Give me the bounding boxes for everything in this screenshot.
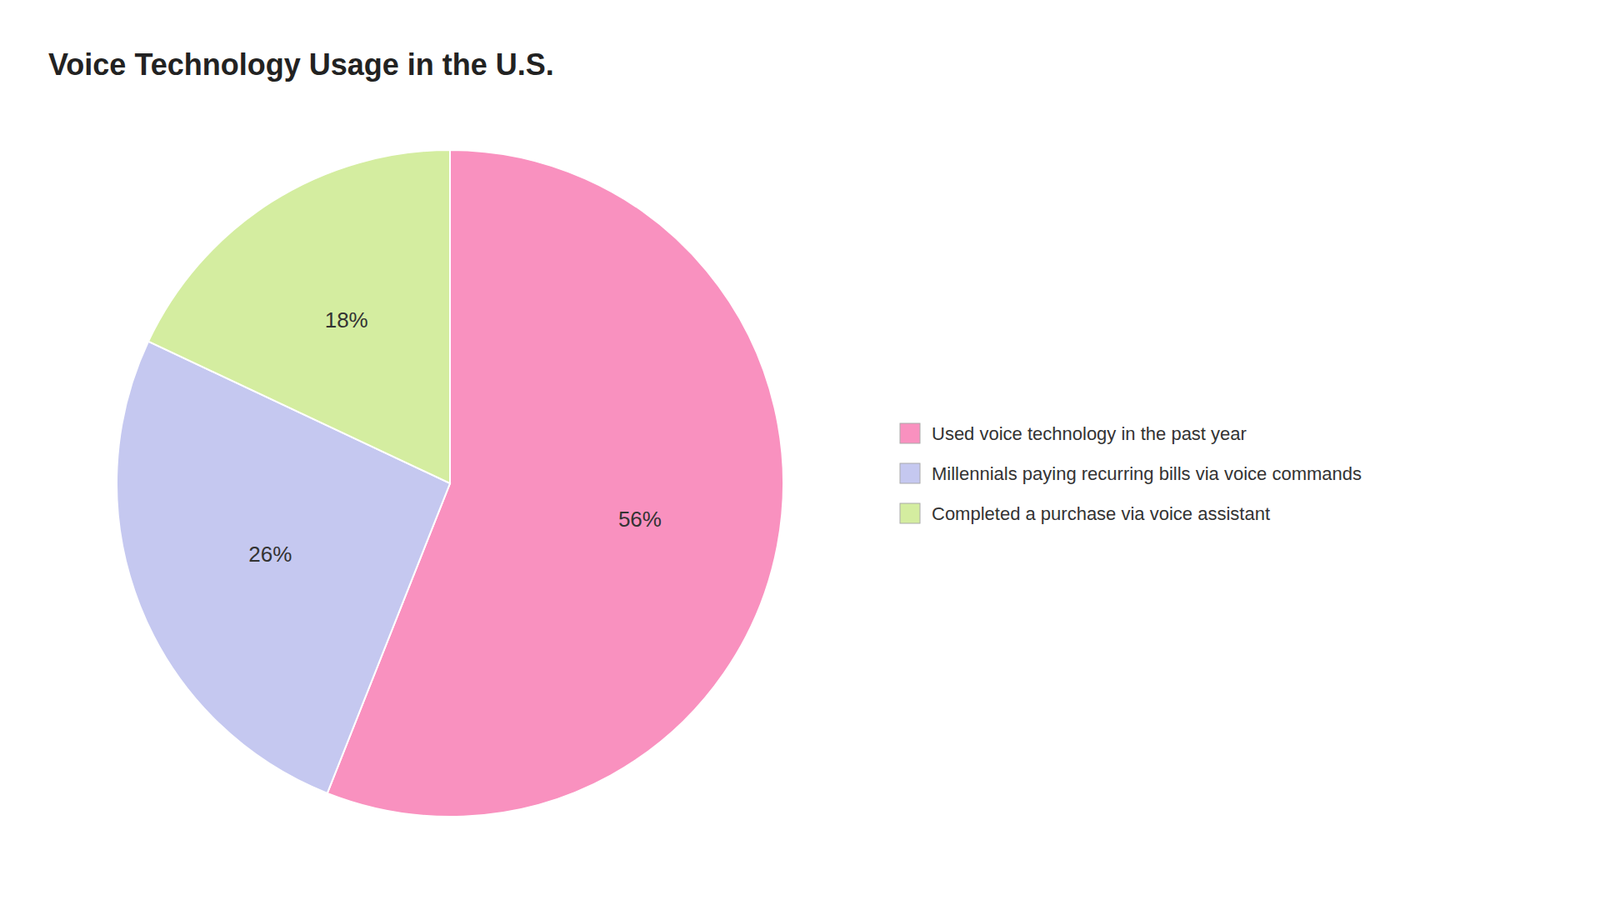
legend-item: Completed a purchase via voice assistant (900, 503, 1270, 525)
legend-swatch (900, 423, 920, 444)
chart-title: Voice Technology Usage in the U.S. (48, 47, 555, 82)
legend-label: Used voice technology in the past year (931, 423, 1247, 445)
legend-swatch (900, 503, 920, 524)
legend-item: Used voice technology in the past year (900, 423, 1247, 445)
data-label: 56% (618, 506, 662, 532)
pie-group (116, 150, 784, 817)
legend-label: Completed a purchase via voice assistant (931, 503, 1270, 525)
data-label: 18% (325, 307, 369, 333)
legend-swatch (900, 463, 920, 484)
chart-svg: Voice Technology Usage in the U.S. 56% 26%… (0, 0, 1600, 900)
pie-slice (148, 150, 450, 484)
legend-item: Millennials paying recurring bills via v… (900, 463, 1362, 485)
legend: Used voice technology in the past year Mi… (900, 423, 1362, 525)
data-label: 26% (248, 541, 292, 567)
legend-label: Millennials paying recurring bills via v… (931, 463, 1362, 485)
data-labels: 56% 26% 18% (248, 307, 662, 567)
